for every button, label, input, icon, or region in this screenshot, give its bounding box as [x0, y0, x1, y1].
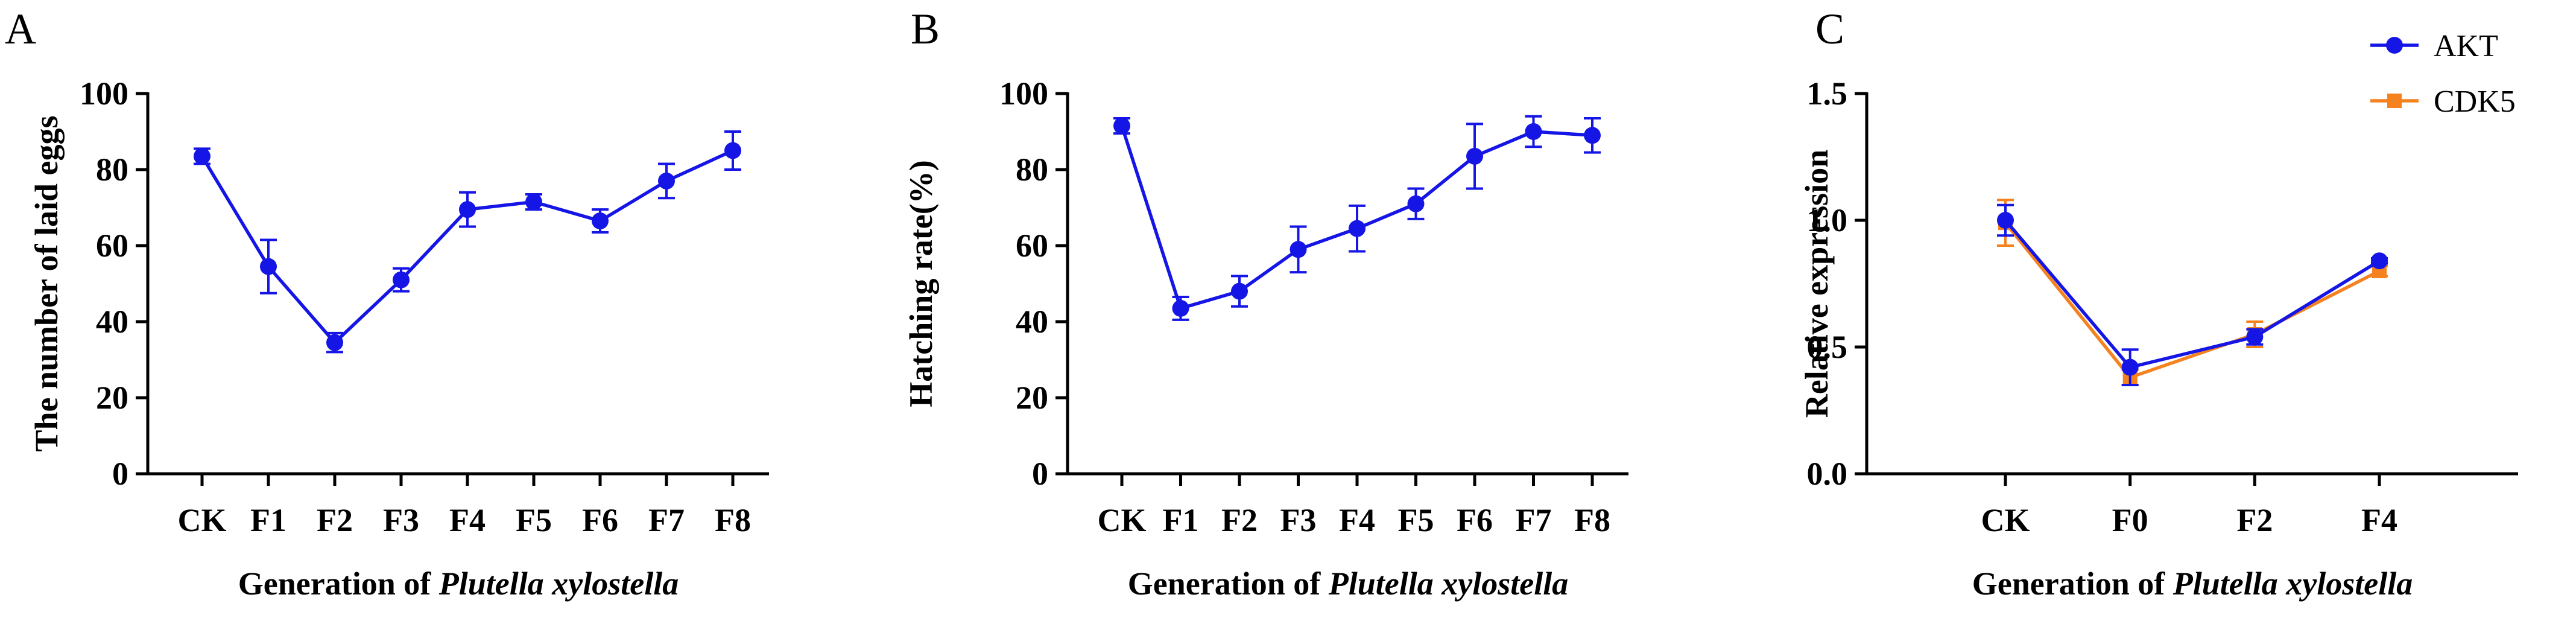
x-tick-label: F7: [1516, 502, 1552, 538]
data-point: [459, 201, 476, 218]
y-tick-label: 40: [1016, 304, 1048, 340]
series-laid-eggs: [194, 130, 741, 354]
chart-panel-b: B 0 20 40 60 80 100 CK F1 F2 F3 F4 F5 F6 F7 F8 Hatching …: [903, 5, 1628, 602]
y-tick-label: 40: [96, 304, 128, 340]
data-point: [525, 193, 542, 211]
x-tick-label: F3: [1280, 502, 1317, 538]
legend-marker-akt: [2386, 37, 2403, 54]
series-line-laid-eggs: [200, 148, 734, 345]
series-akt: [1997, 203, 2388, 386]
data-point: [2371, 252, 2388, 270]
y-tick-label: 0: [1032, 456, 1048, 492]
data-point: [2246, 328, 2264, 346]
x-tick-label: F3: [383, 502, 419, 538]
data-point: [1525, 123, 1542, 140]
y-axis-title: The number of laid eggs: [28, 115, 65, 451]
series-line-akt: [2004, 219, 2381, 369]
data-point: [592, 212, 609, 230]
x-tick-label: F8: [715, 502, 751, 538]
x-tick-label: F2: [1221, 502, 1258, 538]
y-tick-label: 20: [96, 380, 128, 416]
x-axis-title: Generation of Plutella xylostella: [238, 565, 679, 602]
legend-marker-cdk5: [2387, 94, 2402, 108]
x-tick-label: CK: [1981, 502, 2030, 538]
x-tick-label: F1: [250, 502, 286, 538]
data-point: [1349, 220, 1366, 237]
chart-panel-a: A 0 20 40 60 80 100 CK F1 F2 F3 F4 F5 F6 F7 F8 The numbe…: [5, 5, 769, 602]
x-axis-title-species: Plutella xylostella: [2173, 565, 2413, 602]
y-tick-label: 60: [1016, 228, 1048, 264]
data-point: [1407, 195, 1425, 212]
legend-label-akt: AKT: [2434, 29, 2498, 63]
x-tick-label: F2: [2236, 502, 2273, 538]
x-axis-title: Generation of Plutella xylostella: [1972, 565, 2413, 602]
x-axis-title-prefix: Generation of: [238, 565, 439, 602]
y-tick-label: 80: [96, 151, 128, 188]
x-tick-label: F6: [1457, 502, 1493, 538]
x-axis-title-species: Plutella xylostella: [438, 565, 679, 602]
y-tick-label: 100: [999, 75, 1048, 112]
x-tick-label: CK: [178, 502, 227, 538]
x-tick-label: F5: [516, 502, 552, 538]
panel-letter: B: [911, 5, 940, 53]
x-tick-label: F4: [2361, 502, 2397, 538]
data-point: [1172, 299, 1189, 317]
data-point: [326, 334, 343, 351]
series-line-cdk5: [2004, 221, 2381, 380]
y-tick-label: 0.0: [1807, 456, 1848, 492]
x-axis-title-species: Plutella xylostella: [1328, 565, 1568, 602]
x-tick-label: F8: [1574, 502, 1610, 538]
legend: AKT CDK5: [2370, 29, 2516, 119]
y-tick-label: 80: [1016, 151, 1048, 188]
data-point: [1997, 212, 2014, 229]
x-tick-label: F0: [2112, 502, 2148, 538]
y-tick-label: 20: [1016, 380, 1048, 416]
data-point: [194, 147, 210, 165]
x-tick-label: F1: [1163, 502, 1199, 538]
series-hatching-rate: [1113, 115, 1601, 321]
y-tick-label: 60: [96, 228, 128, 264]
data-point: [260, 258, 277, 275]
data-point: [1466, 147, 1483, 165]
x-tick-label: CK: [1098, 502, 1147, 538]
data-point: [658, 172, 675, 190]
x-axis-title-prefix: Generation of: [1972, 565, 2173, 602]
data-point: [724, 142, 741, 159]
y-tick-label: 1.5: [1807, 75, 1848, 112]
data-point: [393, 271, 410, 288]
y-tick-label: 100: [80, 75, 128, 112]
data-point: [1113, 117, 1130, 135]
panel-letter: C: [1815, 5, 1844, 53]
x-tick-label: F7: [648, 502, 685, 538]
x-axis-title: Generation of Plutella xylostella: [1128, 565, 1568, 602]
data-point: [1584, 127, 1601, 144]
x-tick-label: F6: [582, 502, 618, 538]
y-tick-label: 1.0: [1807, 202, 1848, 238]
y-axis-title: Hatching rate(%): [903, 160, 939, 407]
x-axis-title-prefix: Generation of: [1128, 565, 1329, 602]
legend-label-cdk5: CDK5: [2434, 84, 2516, 119]
x-tick-label: F4: [449, 502, 486, 538]
x-tick-label: F2: [317, 502, 353, 538]
chart-panel-c: C 0.0 0.5 1.0 1.5 CK F0 F2 F4 Relative expression…: [1799, 5, 2518, 602]
y-tick-label: 0.5: [1807, 329, 1848, 365]
data-point: [2121, 358, 2139, 376]
data-point: [1290, 241, 1307, 258]
data-point: [1231, 282, 1248, 300]
y-axis-title: Relative expression: [1799, 150, 1835, 418]
x-tick-label: F5: [1398, 502, 1434, 538]
x-tick-label: F4: [1339, 502, 1375, 538]
panel-letter: A: [5, 5, 36, 53]
y-tick-label: 0: [112, 456, 128, 492]
